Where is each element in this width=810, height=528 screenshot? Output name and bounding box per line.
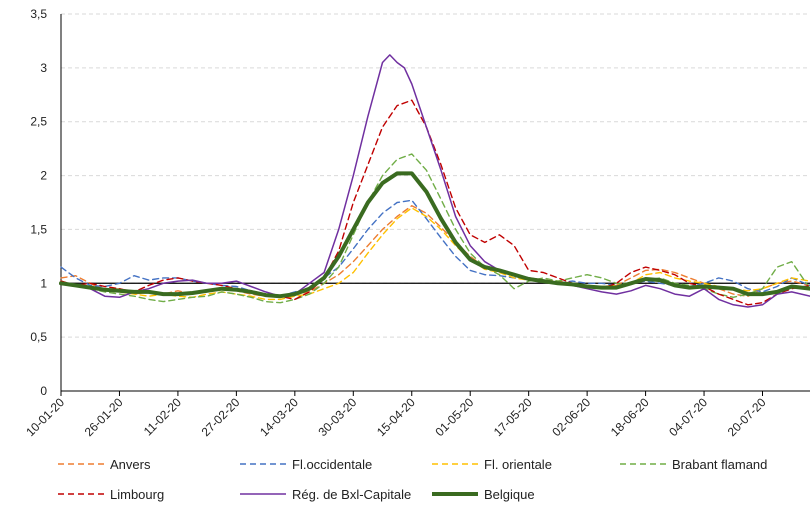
x-tick-label: 11-02-20	[141, 395, 184, 438]
x-tick-label: 14-03-20	[257, 395, 301, 439]
series-line	[60, 99, 810, 306]
legend-swatch	[432, 492, 478, 496]
x-tick-label: 26-01-20	[82, 395, 126, 439]
line-chart: 0 0,5 1 1,5 2 2,5 3 3,5 10-01-20 26-01-20 11-02-20…	[23, 7, 810, 439]
legend-swatch	[240, 493, 286, 495]
axes: 0 0,5 1 1,5 2 2,5 3 3,5 10-01-20 26-01-20 11-02-20…	[23, 7, 810, 439]
x-tick-label: 27-02-20	[199, 395, 243, 439]
legend-label: Brabant flamand	[672, 456, 768, 472]
legend-label: Rég. de Bxl-Capitale	[292, 486, 412, 502]
legend-swatch	[58, 493, 104, 495]
y-tick-label: 3	[40, 61, 47, 75]
x-tick-label: 17-05-20	[491, 395, 535, 439]
x-tick-label: 02-06-20	[549, 395, 593, 439]
y-tick-label: 2	[40, 169, 47, 183]
legend-swatch	[432, 463, 478, 465]
legend-label: Fl. orientale	[484, 456, 552, 472]
legend-item: Fl.occidentale	[240, 454, 372, 474]
series-line	[59, 171, 810, 299]
series-line	[60, 153, 810, 304]
legend-swatch	[240, 463, 286, 465]
legend-item: Limbourg	[58, 484, 164, 504]
x-tick-label: 30-03-20	[316, 395, 360, 439]
x-tick-label: 04-07-20	[666, 395, 710, 439]
legend-label: Fl.occidentale	[292, 456, 373, 472]
x-tick-label: 10-01-20	[23, 395, 67, 439]
series-line	[60, 54, 810, 308]
x-tick-label: 15-04-20	[374, 395, 418, 439]
x-tick-label: 20-07-20	[725, 395, 769, 439]
series-line	[60, 207, 810, 301]
legend-item: Fl. orientale	[432, 454, 552, 474]
legend-swatch	[620, 463, 666, 465]
y-tick-label: 1,5	[30, 222, 47, 236]
y-tick-label: 2,5	[30, 115, 47, 129]
legend-item: Brabant flamand	[620, 454, 767, 474]
x-tick-label: 18-06-20	[608, 395, 652, 439]
legend-label: Belgique	[484, 486, 535, 502]
legend-item: Rég. de Bxl-Capitale	[240, 484, 411, 504]
legend-label: Anvers	[110, 456, 151, 472]
y-tick-label: 0	[40, 384, 47, 398]
legend-item: Anvers	[58, 454, 150, 474]
x-tick-label: 01-05-20	[432, 395, 476, 439]
series-lines	[59, 54, 810, 308]
legend-item: Belgique	[432, 484, 535, 504]
legend-swatch	[58, 463, 104, 465]
legend: Anvers Fl.occidentale Fl. orientale Brabant…	[0, 450, 810, 528]
y-tick-label: 0,5	[30, 330, 47, 344]
y-tick-label: 3,5	[30, 7, 47, 21]
y-tick-label: 1	[40, 276, 47, 290]
legend-label: Limbourg	[110, 486, 165, 502]
